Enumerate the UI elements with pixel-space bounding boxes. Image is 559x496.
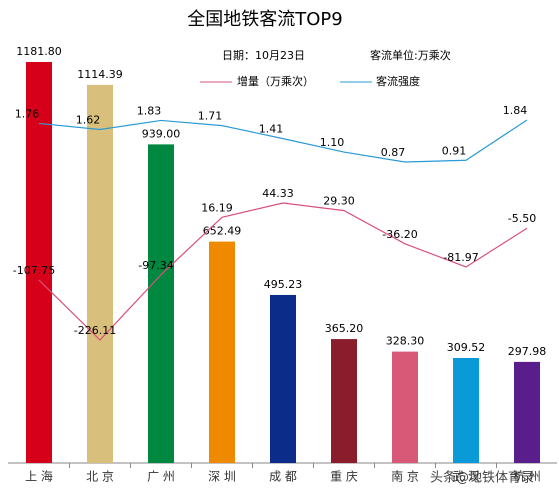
line-label: 1.62 (76, 114, 101, 127)
bar-label: 328.30 (386, 335, 425, 348)
bar-label: 365.20 (325, 322, 364, 335)
bar (392, 351, 418, 463)
bar (453, 357, 479, 463)
line-label: 0.91 (442, 144, 467, 157)
line-label: 1.41 (259, 123, 284, 136)
line-label: 16.19 (201, 201, 233, 214)
line-label: 1.71 (198, 110, 223, 123)
bar (514, 361, 540, 463)
line-label: 29.30 (323, 195, 355, 208)
line-label: -36.20 (382, 228, 417, 241)
line-label: 44.33 (262, 187, 294, 200)
bar (148, 144, 174, 463)
bar-label: 939.00 (142, 127, 181, 140)
x-tick-label: 上 海 (25, 469, 53, 484)
line-label: 1.84 (503, 104, 528, 117)
x-tick-label: 杭 州 (513, 469, 541, 484)
line (38, 119, 528, 163)
line-label: -107.75 (13, 264, 55, 277)
unit: 客流单位:万乘次 (370, 48, 451, 62)
chart-title: 全国地铁客流TOP9 (187, 9, 342, 30)
x-tick-label: 北 京 (86, 470, 114, 484)
bar-label: 495.23 (264, 278, 303, 291)
bar (26, 62, 52, 463)
x-tick-label: 广 州 (147, 470, 175, 484)
line-label: 1.10 (320, 136, 345, 149)
bar (331, 339, 357, 463)
bar (87, 84, 113, 464)
bar-label: 297.98 (508, 345, 547, 358)
x-tick-label: 深 圳 (208, 470, 236, 484)
x-tick-label: 成 都 (269, 470, 297, 484)
line-label: 1.76 (15, 107, 40, 120)
bar (270, 294, 296, 463)
date: 日期：10月23日 (222, 49, 305, 62)
x-tick-label: 武 汉 (452, 470, 480, 484)
bar-label: 1181.80 (16, 45, 62, 58)
bar (209, 241, 235, 463)
watermark: 头条@地铁体育录 (430, 470, 534, 486)
bar-label: 1114.39 (77, 68, 123, 81)
line-label: -97.34 (138, 259, 173, 272)
legend-label: 客流强度 (376, 74, 420, 88)
line-label: -5.50 (508, 212, 536, 225)
line-label: 1.83 (137, 104, 162, 117)
x-tick-label: 重 庆 (330, 470, 358, 484)
line-label: 0.87 (381, 146, 406, 159)
line (38, 202, 528, 341)
line-label: -81.97 (443, 251, 478, 264)
legend-label: 增量（万乘次） (237, 74, 314, 88)
bar-label: 652.49 (203, 225, 242, 238)
line-label: -226.11 (74, 324, 116, 337)
bar-label: 309.52 (447, 341, 486, 354)
x-tick-label: 南 京 (391, 469, 419, 484)
